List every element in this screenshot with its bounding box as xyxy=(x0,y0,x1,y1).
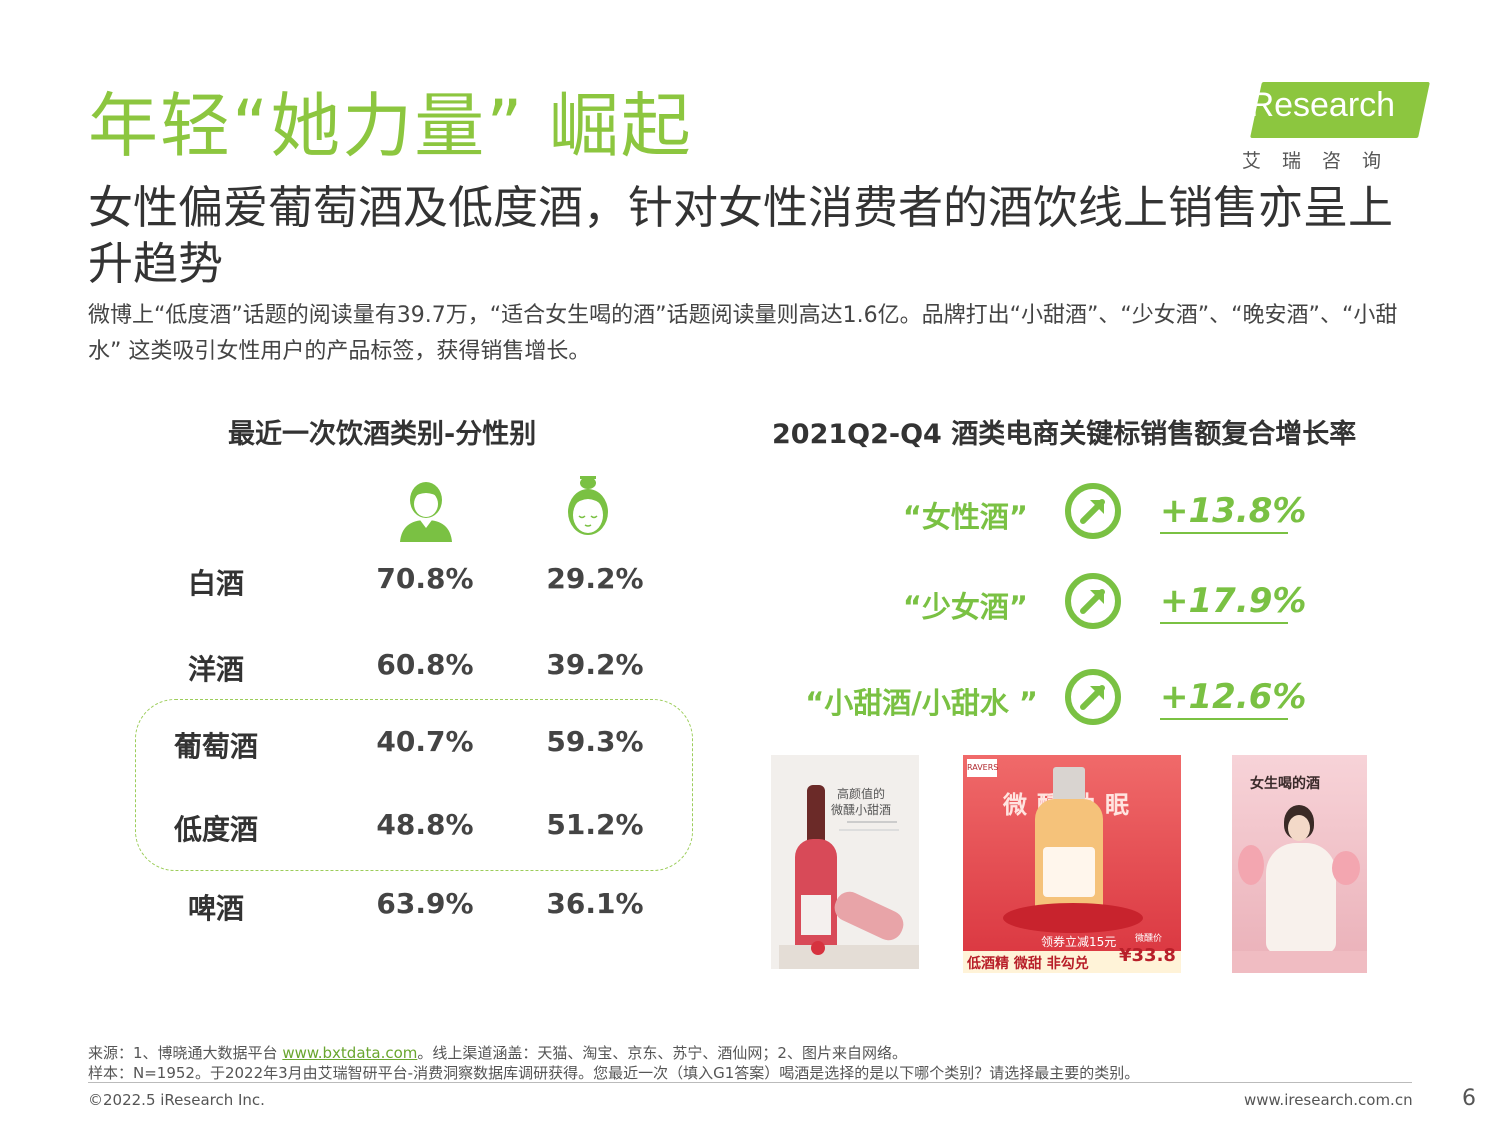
photo-title: 女生喝的酒 xyxy=(1250,776,1320,792)
row-label-beer: 啤酒 xyxy=(187,892,244,925)
photo-text: 高颜值的 xyxy=(837,787,886,801)
row-value-female: 36.1% xyxy=(546,887,644,920)
product-photo-girls-wine: 女生喝的酒 xyxy=(1232,755,1367,973)
growth-value: +13.8% xyxy=(1160,492,1306,534)
page-title: 年轻“她力量” 崛起 xyxy=(88,85,693,167)
photo-text: 微醺小甜酒 xyxy=(831,803,892,817)
growth-label-girl-wine: “少女酒” xyxy=(902,590,1028,624)
female-user-icon xyxy=(568,476,608,535)
page-number: 6 xyxy=(1462,1086,1476,1111)
growth-value: +12.6% xyxy=(1160,678,1306,720)
row-label-yangjiu: 洋酒 xyxy=(187,653,244,686)
row-value-male: 48.8% xyxy=(376,808,474,841)
growth-arrow-icon xyxy=(1065,669,1121,725)
growth-label-female-wine: “女性酒” xyxy=(902,500,1028,534)
row-value-female: 29.2% xyxy=(546,562,644,595)
iresearch-logo: iResearch 艾瑞咨询 xyxy=(1238,80,1430,172)
row-label-baijiu: 白酒 xyxy=(187,567,244,600)
photo-price-label: 微醺价 xyxy=(1135,934,1163,944)
product-photo-ravers: RAVERS 微醺助眠 领券立减15元 低酒精 微甜 非勾兑 微醺价 ¥33.8 xyxy=(963,755,1181,973)
row-value-male: 40.7% xyxy=(376,725,474,758)
page-subtitle: 女性偏爱葡萄酒及低度酒，针对女性消费者的酒饮线上销售亦呈上升趋势 xyxy=(88,181,1394,290)
photo-brand: RAVERS xyxy=(967,759,998,777)
product-photo-sparkling-wine: 高颜值的 微醺小甜酒 xyxy=(771,755,919,969)
table-title: 最近一次饮酒类别-分性别 xyxy=(228,419,537,450)
row-value-male: 70.8% xyxy=(376,562,474,595)
logo-i: i xyxy=(1242,86,1250,124)
footer-sample: 样本：N=1952。于2022年3月由艾瑞智研平台-消费洞察数据库调研获得。您最… xyxy=(88,1064,1140,1082)
row-label-low-alcohol: 低度酒 xyxy=(173,813,258,846)
row-label-wine: 葡萄酒 xyxy=(173,730,258,763)
row-value-female: 39.2% xyxy=(546,648,644,681)
row-value-female: 59.3% xyxy=(546,725,644,758)
photo-price: ¥33.8 xyxy=(1119,945,1176,966)
row-value-male: 60.8% xyxy=(376,648,474,681)
row-value-female: 51.2% xyxy=(546,808,644,841)
row-value-male: 63.9% xyxy=(376,887,474,920)
logo-cn: 艾瑞咨询 xyxy=(1242,150,1403,172)
growth-value: +17.9% xyxy=(1160,582,1306,624)
growth-label-sweet-wine: “小甜酒/小甜水 ” xyxy=(805,686,1038,720)
growth-arrow-icon xyxy=(1065,483,1121,539)
highlight-box xyxy=(135,699,693,871)
photo-tags: 低酒精 微甜 非勾兑 xyxy=(967,956,1089,972)
footer-website: www.iresearch.com.cn xyxy=(1244,1091,1413,1109)
footer-divider xyxy=(88,1082,1412,1083)
footer-copyright: ©2022.5 iResearch Inc. xyxy=(88,1091,265,1109)
logo-brand: Research xyxy=(1249,86,1396,124)
photo-coupon: 领券立减15元 xyxy=(1041,935,1117,949)
growth-title: 2021Q2-Q4 酒类电商关键标销售额复合增长率 xyxy=(772,419,1357,450)
footer-source: 来源：1、博晓通大数据平台 www.bxtdata.com。线上渠道涵盖：天猫、… xyxy=(88,1042,907,1063)
footer-source-suffix: 。线上渠道涵盖：天猫、淘宝、京东、苏宁、酒仙网；2、图片来自网络。 xyxy=(417,1044,907,1062)
growth-arrow-icon xyxy=(1065,573,1121,629)
footer-source-prefix: 来源：1、博晓通大数据平台 xyxy=(88,1044,283,1062)
page-description: 微博上“低度酒”话题的阅读量有39.7万，“适合女生喝的酒”话题阅读量则高达1.… xyxy=(88,303,1398,364)
male-user-icon xyxy=(400,482,452,542)
source-link[interactable]: www.bxtdata.com xyxy=(282,1044,418,1062)
